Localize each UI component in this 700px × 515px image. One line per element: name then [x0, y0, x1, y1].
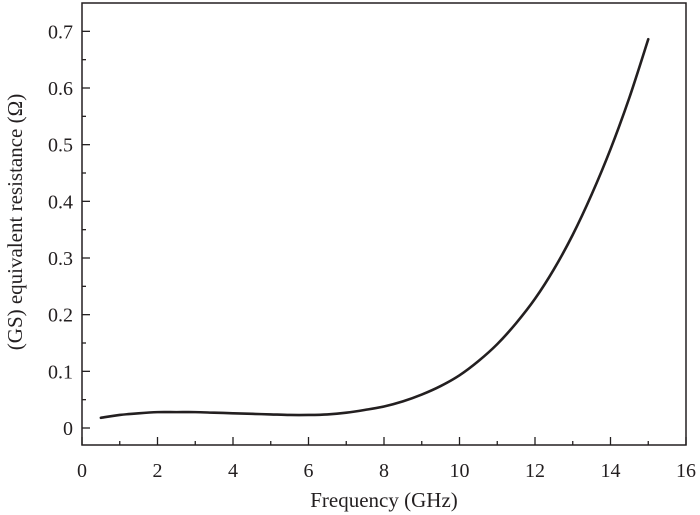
y-tick-label: 0.1	[48, 361, 73, 383]
x-tick-label: 6	[304, 460, 314, 482]
y-tick-label: 0	[63, 418, 73, 440]
y-axis-label: (GS) equivalent resistance (Ω)	[3, 94, 27, 350]
x-tick-label: 2	[153, 460, 163, 482]
tick-labels: 0 2 4 6 8 10 12 14 16 0 0.1 0.2 0.3 0.4 0.5 0.6 0.7	[48, 21, 696, 482]
ticks	[81, 30, 687, 445]
y-tick-label: 0.6	[48, 78, 73, 100]
y-tick-label: 0.4	[48, 191, 73, 213]
x-tick-label: 10	[450, 460, 470, 482]
x-tick-label: 12	[525, 460, 545, 482]
y-tick-label: 0.5	[48, 135, 73, 157]
x-tick-label: 4	[228, 460, 238, 482]
plot-frame	[81, 2, 687, 446]
x-tick-label: 8	[379, 460, 389, 482]
x-axis-label: Frequency (GHz)	[310, 488, 458, 512]
x-tick-label: 0	[77, 460, 87, 482]
y-tick-label: 0.7	[48, 21, 73, 43]
y-tick-label: 0.3	[48, 248, 73, 270]
x-tick-label: 16	[676, 460, 696, 482]
x-tick-label: 14	[601, 460, 621, 482]
y-tick-label: 0.2	[48, 305, 73, 327]
series-line	[99, 37, 650, 420]
